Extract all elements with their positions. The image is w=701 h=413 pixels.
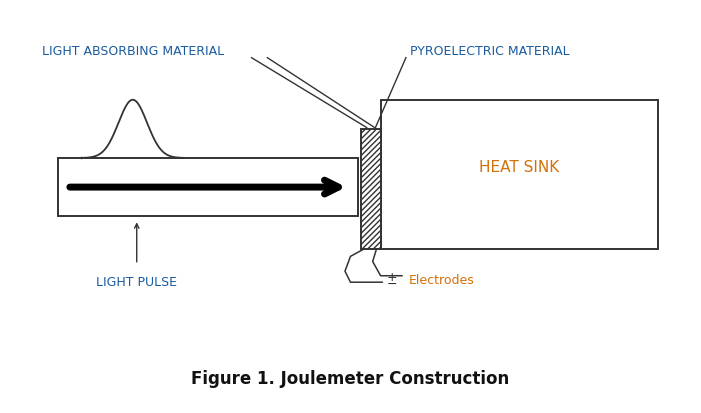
Bar bbox=[381, 100, 658, 249]
Text: LIGHT ABSORBING MATERIAL: LIGHT ABSORBING MATERIAL bbox=[42, 45, 224, 58]
Text: Electrodes: Electrodes bbox=[409, 274, 475, 287]
Text: LIGHT PULSE: LIGHT PULSE bbox=[96, 276, 177, 290]
Text: Figure 1. Joulemeter Construction: Figure 1. Joulemeter Construction bbox=[191, 370, 510, 388]
Text: HEAT SINK: HEAT SINK bbox=[479, 160, 559, 175]
Text: PYROELECTRIC MATERIAL: PYROELECTRIC MATERIAL bbox=[410, 45, 569, 58]
Text: −: − bbox=[387, 278, 397, 291]
Text: +: + bbox=[387, 271, 397, 284]
Bar bbox=[57, 158, 358, 216]
Bar bbox=[361, 129, 381, 249]
